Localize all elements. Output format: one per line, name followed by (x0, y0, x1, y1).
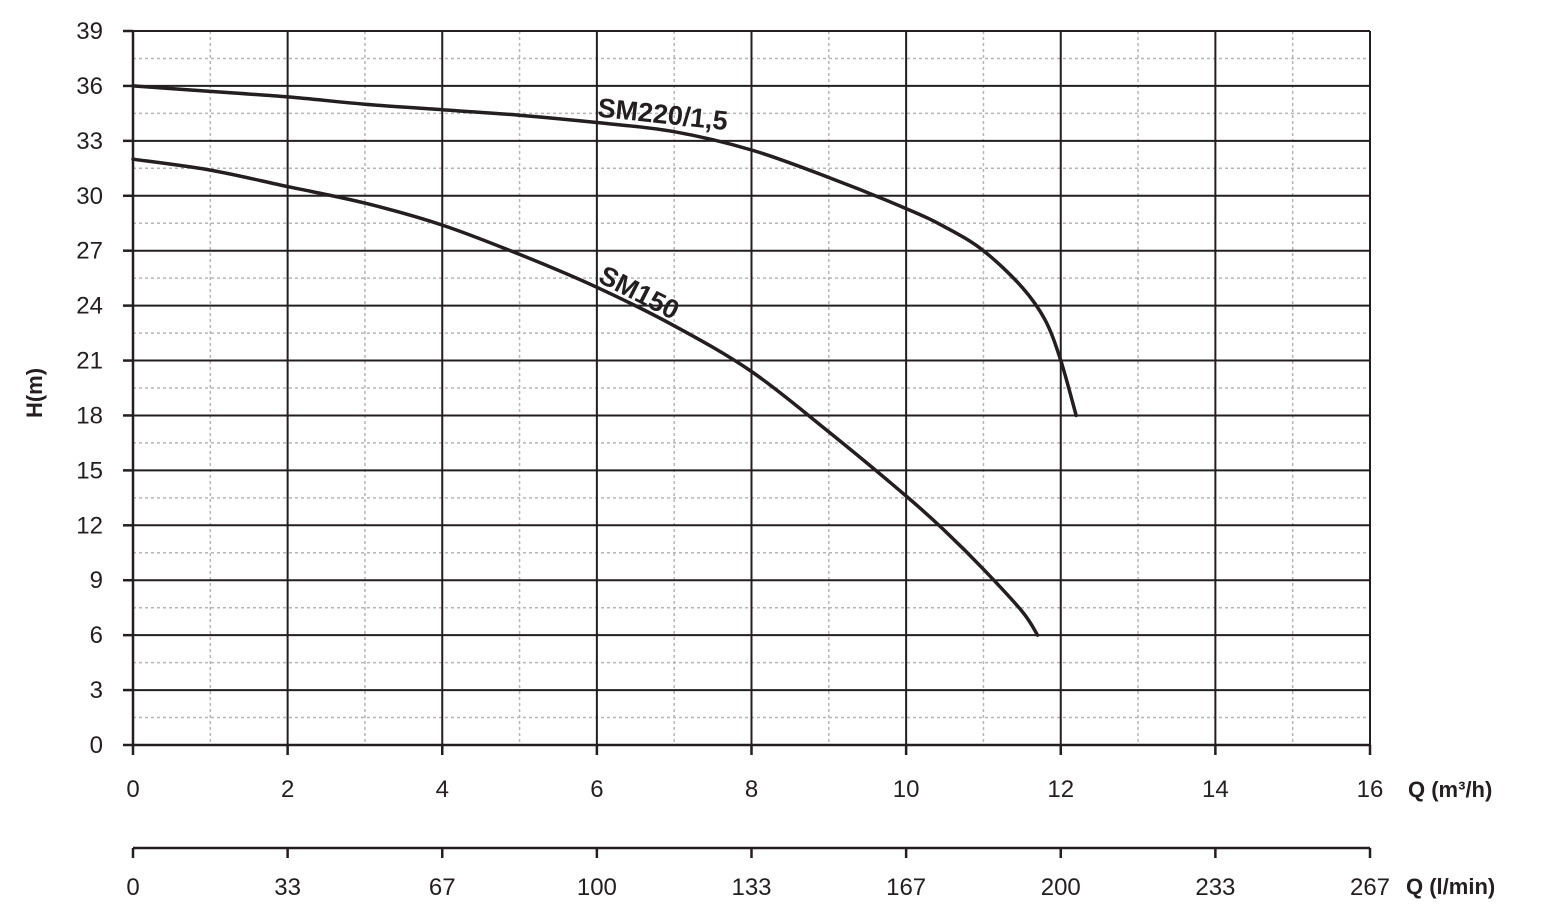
x2-tick-label: 67 (429, 874, 456, 901)
x-axis-title: Q (m³/h) (1408, 777, 1492, 802)
y-tick-label: 39 (76, 18, 103, 45)
y-tick-label: 24 (76, 293, 103, 320)
y-tick-label: 27 (76, 238, 103, 265)
y-axis-title: H(m) (22, 368, 47, 418)
y-tick-label: 9 (90, 567, 103, 594)
x2-tick-label: 200 (1041, 874, 1081, 901)
y-tick-label: 33 (76, 128, 103, 155)
x2-tick-label: 267 (1350, 874, 1390, 901)
x-tick-label: 4 (436, 776, 449, 803)
major-gridlines (132, 30, 1371, 746)
y-tick-label: 15 (76, 457, 103, 484)
y-tick-label: 36 (76, 73, 103, 100)
series-label-2: SM150 (594, 260, 684, 326)
x-tick-label: 16 (1357, 776, 1384, 803)
x-tick-label: 8 (745, 776, 758, 803)
x-tick-label: 14 (1202, 776, 1229, 803)
y-tick-label: 18 (76, 402, 103, 429)
x2-tick-label: 0 (126, 874, 139, 901)
y-tick-label: 0 (90, 732, 103, 759)
x-tick-label: 0 (126, 776, 139, 803)
axes (123, 29, 1372, 858)
series-line-2 (131, 157, 1040, 637)
y-tick-label: 3 (90, 677, 103, 704)
x-tick-label: 10 (893, 776, 920, 803)
x2-tick-label: 233 (1195, 874, 1235, 901)
x2-tick-label: 33 (274, 874, 301, 901)
y-tick-label: 12 (76, 512, 103, 539)
x-tick-label: 6 (590, 776, 603, 803)
x2-tick-label: 167 (886, 874, 926, 901)
series-curves (131, 84, 1078, 637)
x-tick-label: 12 (1047, 776, 1074, 803)
x2-tick-label: 100 (577, 874, 617, 901)
series-line-1 (131, 84, 1078, 418)
y-tick-label: 6 (90, 622, 103, 649)
y-tick-label: 30 (76, 183, 103, 210)
x2-axis-title: Q (l/min) (1406, 874, 1495, 899)
y-tick-label: 21 (76, 348, 103, 375)
x-tick-label: 2 (281, 776, 294, 803)
x2-tick-label: 133 (731, 874, 771, 901)
